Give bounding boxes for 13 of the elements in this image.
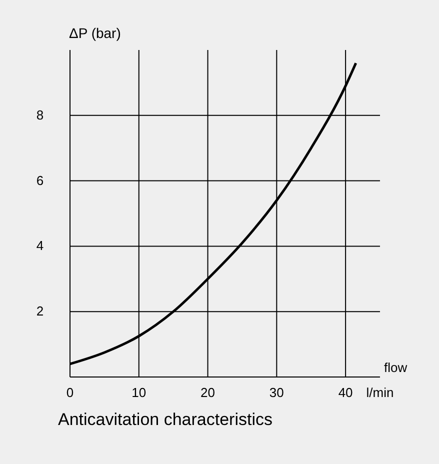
text: Anticavitation characteristics [58, 410, 272, 429]
y-tick-label: 6 [36, 172, 44, 188]
y-axis-title: ΔP (bar) [69, 25, 121, 41]
x-tick-label: l/min [366, 385, 394, 400]
x-tick-label: 10 [132, 385, 146, 400]
x-tick-label: 0 [66, 385, 74, 400]
x-tick-label: 30 [269, 385, 284, 400]
x-axis-title: flow [384, 360, 408, 375]
x-tick-label: 40 [338, 385, 353, 400]
y-tick-label: 4 [36, 238, 44, 254]
y-tick-label: 8 [36, 107, 44, 122]
x-tick-label: 20 [200, 385, 216, 400]
y-tick-label: 2 [36, 304, 44, 319]
